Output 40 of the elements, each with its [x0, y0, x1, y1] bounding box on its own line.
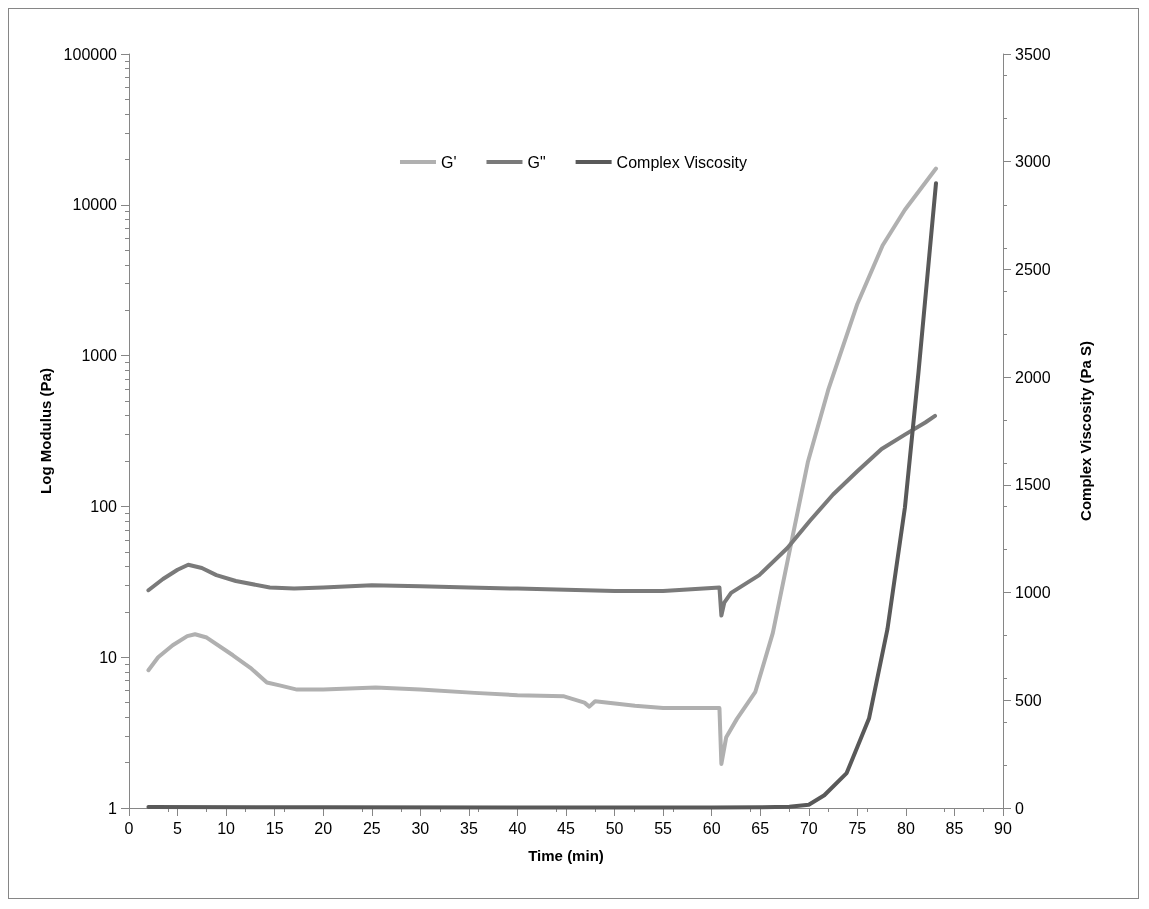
x-tick-label: 85	[945, 819, 964, 837]
legend-label: Complex Viscosity	[616, 153, 748, 171]
x-tick-label: 25	[362, 819, 381, 837]
x-tick-label: 80	[896, 819, 915, 837]
y2-tick-label: 3000	[1015, 153, 1051, 171]
x-tick-label: 40	[508, 819, 527, 837]
y-tick-label: 10	[99, 648, 118, 666]
y2-tick-label: 3500	[1015, 45, 1051, 63]
x-tick-label: 20	[314, 819, 333, 837]
x-tick-label: 60	[702, 819, 721, 837]
x-tick-label: 75	[848, 819, 867, 837]
y-tick-label: 1	[108, 799, 118, 817]
x-tick-label: 30	[411, 819, 430, 837]
x-tick-label: 65	[751, 819, 770, 837]
x-tick-label: 50	[605, 819, 624, 837]
y-tick-label: 100000	[63, 45, 118, 63]
x-tick-label: 90	[994, 819, 1012, 837]
x-tick-label: 55	[654, 819, 673, 837]
y2-tick-label: 2500	[1015, 260, 1051, 278]
x-tick-label: 0	[124, 819, 134, 837]
y2-tick-label: 2000	[1015, 368, 1051, 386]
y2-axis-title: Complex Viscosity (Pa S)	[1077, 341, 1094, 521]
y2-tick-label: 1000	[1015, 584, 1051, 602]
y-axis-title: Log Modulus (Pa)	[36, 368, 54, 494]
y-tick-label: 1000	[81, 347, 118, 365]
y2-tick-label: 1500	[1015, 476, 1051, 494]
x-tick-label: 10	[217, 819, 236, 837]
y2-tick-label: 500	[1015, 691, 1042, 709]
x-tick-label: 5	[173, 819, 183, 837]
line-series	[146, 413, 938, 618]
x-tick-label: 45	[557, 819, 575, 837]
y2-tick-label: 0	[1015, 799, 1024, 817]
legend-label: G"	[527, 153, 546, 171]
y-tick-label: 100	[90, 497, 118, 515]
x-tick-label: 35	[459, 819, 478, 837]
x-tick-label: 15	[265, 819, 284, 837]
x-axis-title: Time (min)	[528, 847, 604, 864]
x-tick-label: 70	[799, 819, 818, 837]
y-tick-label: 10000	[72, 196, 118, 214]
legend-label: G'	[440, 153, 457, 171]
